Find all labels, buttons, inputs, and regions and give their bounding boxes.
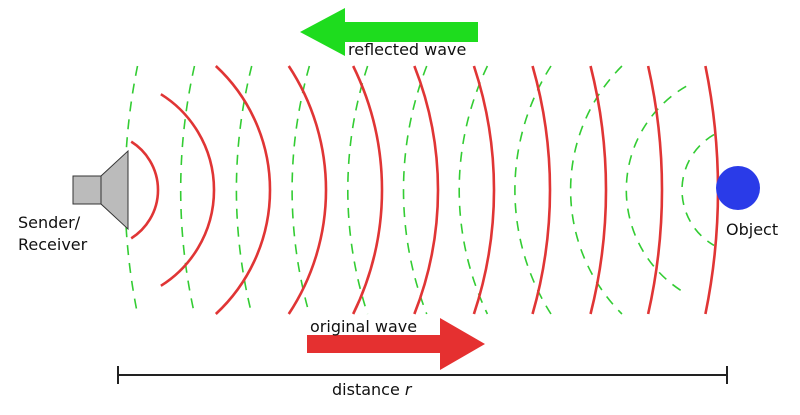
reflected-wave-arrow bbox=[300, 8, 478, 56]
reflected-wave-front bbox=[291, 65, 311, 315]
original-waves bbox=[130, 65, 720, 315]
distance-marker bbox=[117, 366, 728, 384]
reflected-wave-front bbox=[458, 65, 489, 315]
original-wave-front bbox=[589, 65, 608, 315]
original-wave-front bbox=[351, 65, 384, 315]
reflected-wave-label: reflected wave bbox=[348, 40, 466, 59]
reflected-wave-front bbox=[569, 65, 623, 315]
original-wave-front bbox=[472, 65, 496, 315]
original-wave-front bbox=[130, 140, 160, 240]
reflected-wave-front bbox=[124, 65, 139, 315]
reflected-wave-front bbox=[681, 133, 715, 247]
object-label: Object bbox=[726, 220, 778, 239]
original-wave-arrow bbox=[307, 318, 485, 370]
original-wave-front bbox=[531, 65, 552, 315]
original-wave-front bbox=[214, 65, 272, 315]
speaker-icon bbox=[72, 149, 129, 231]
distance-label: distance r bbox=[332, 380, 413, 399]
reflected-wave-front bbox=[347, 65, 369, 315]
original-wave-label: original wave bbox=[310, 317, 417, 336]
sender-label-line1: Sender/ bbox=[18, 213, 81, 232]
original-wave-front bbox=[413, 65, 440, 315]
reflected-wave-front bbox=[514, 65, 552, 315]
original-wave-front bbox=[287, 65, 328, 315]
reflected-wave-front bbox=[179, 65, 196, 315]
sender-label-line2: Receiver bbox=[18, 235, 88, 254]
object-circle bbox=[716, 166, 760, 210]
reflected-wave-front bbox=[235, 65, 253, 315]
reflected-wave-front bbox=[402, 65, 428, 315]
original-wave-front bbox=[646, 65, 664, 315]
original-wave-front bbox=[160, 93, 216, 287]
